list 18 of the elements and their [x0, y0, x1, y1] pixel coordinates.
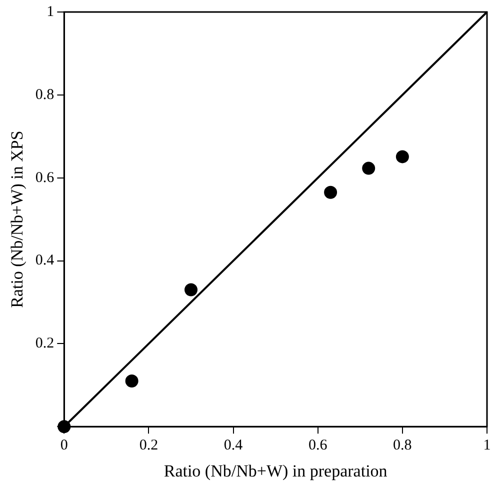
x-axis-title: Ratio (Nb/Nb+W) in preparation — [164, 461, 388, 480]
y-tick-label: 0.8 — [35, 86, 54, 103]
y-tick-label: 0.4 — [35, 252, 55, 269]
x-tick-label: 0.4 — [224, 438, 244, 454]
point — [362, 162, 376, 175]
x-tick-label: 1 — [483, 438, 491, 454]
x-tick-label: 0.2 — [139, 438, 158, 454]
point — [396, 150, 409, 164]
x-tick-label: 0.6 — [308, 438, 328, 454]
y-tick-label: 0.6 — [35, 170, 55, 186]
y-tick-label: 1 — [46, 4, 54, 20]
x-tick-label: 0.8 — [393, 438, 412, 454]
point — [125, 374, 138, 388]
y-tick-label: 0.2 — [35, 336, 54, 352]
point — [324, 186, 338, 199]
point — [184, 283, 198, 296]
x-tick-label: 0 — [60, 438, 68, 454]
y-axis-title: Ratio (Nb/Nb+W) in XPS — [8, 130, 27, 308]
